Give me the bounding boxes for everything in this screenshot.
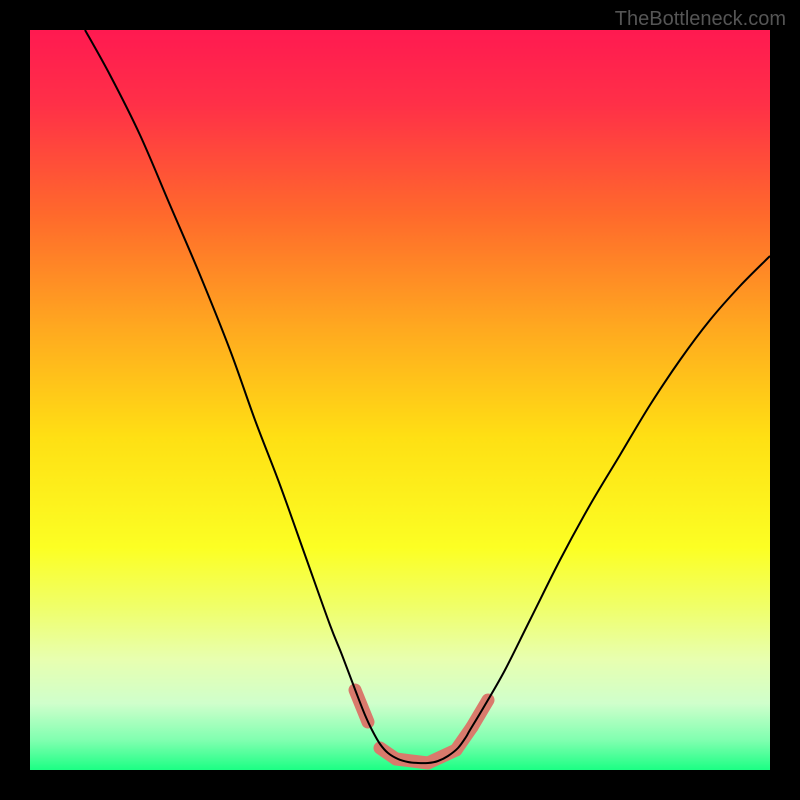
watermark-text: TheBottleneck.com (615, 8, 786, 31)
bottleneck-curve (85, 30, 770, 763)
accent-marker-group (355, 690, 488, 763)
curve-layer (30, 30, 770, 770)
plot-area (30, 30, 770, 770)
